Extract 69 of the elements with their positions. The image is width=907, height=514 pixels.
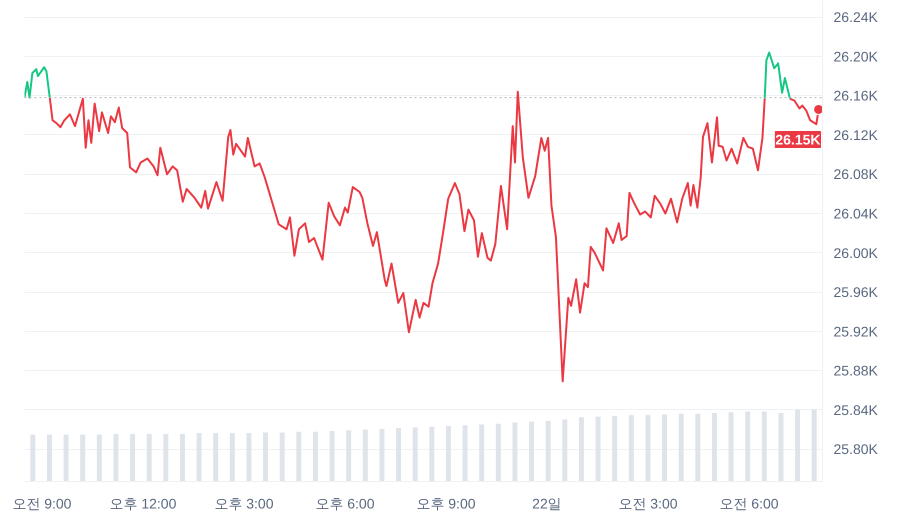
bar — [462, 425, 468, 482]
bar — [330, 430, 335, 482]
bar — [64, 434, 69, 482]
bar — [812, 409, 817, 482]
y-tick-label: 26.00K — [834, 244, 879, 261]
y-tick-label: 25.88K — [834, 362, 879, 379]
bar — [96, 434, 102, 482]
bar — [778, 412, 784, 482]
bar — [578, 417, 584, 482]
bar — [396, 428, 402, 482]
bar — [163, 434, 168, 482]
bar — [379, 428, 384, 482]
x-tick-label: 오후 12:00 — [109, 496, 177, 512]
annotation: 26.15K — [775, 131, 821, 148]
y-tick-label: 26.04K — [834, 206, 879, 222]
bar — [30, 434, 36, 482]
y-tick-label: 25.96K — [834, 284, 879, 300]
bar — [130, 434, 136, 482]
bar — [312, 432, 318, 482]
y-tick-label: 26.20K — [834, 48, 879, 64]
x-tick-label: 오후 3:00 — [214, 496, 274, 512]
bar — [113, 434, 118, 482]
bar — [146, 434, 152, 482]
bar — [213, 433, 218, 482]
bar — [529, 422, 534, 482]
bar — [695, 414, 700, 482]
y-tick-label: 25.84K — [834, 402, 879, 418]
bar — [745, 412, 750, 482]
y-tick-label: 26.16K — [834, 88, 879, 104]
bar — [628, 415, 634, 482]
bar — [263, 432, 268, 482]
bar — [296, 432, 302, 482]
bar — [246, 433, 252, 482]
bar — [512, 422, 518, 482]
bar — [678, 414, 684, 482]
x-tick-label: 22일 — [532, 496, 562, 512]
bar — [429, 426, 434, 482]
bar — [662, 414, 668, 482]
x-tick-label: 오후 6:00 — [315, 496, 375, 512]
bar — [46, 434, 52, 482]
x-tick-label: 오전 6:00 — [719, 496, 779, 512]
bar — [762, 412, 767, 482]
bar — [612, 416, 618, 482]
bar — [362, 430, 368, 482]
bar — [412, 427, 418, 482]
y-tick-label: 25.80K — [834, 441, 879, 458]
bar — [280, 432, 285, 482]
bar — [180, 434, 185, 482]
y-tick-label: 26.08K — [834, 166, 879, 182]
y-tick-label: 25.92K — [834, 323, 879, 340]
bar — [645, 415, 650, 482]
bar — [479, 424, 484, 482]
bar — [496, 424, 501, 482]
bar — [196, 433, 202, 482]
bar — [346, 430, 352, 482]
x-tick-label: 오전 9:00 — [12, 496, 72, 512]
bar — [446, 426, 451, 482]
bar — [546, 420, 551, 482]
bar — [230, 433, 235, 482]
bar — [728, 412, 734, 482]
bar — [596, 416, 601, 482]
bar — [80, 434, 86, 482]
bar — [795, 409, 800, 482]
bar — [712, 412, 717, 482]
y-tick-label: 26.12K — [834, 126, 879, 143]
y-tick-label: 26.24K — [834, 9, 879, 26]
x-tick-label: 오전 3:00 — [618, 496, 678, 512]
x-tick-label: 오후 9:00 — [416, 496, 476, 512]
bar — [562, 419, 568, 482]
